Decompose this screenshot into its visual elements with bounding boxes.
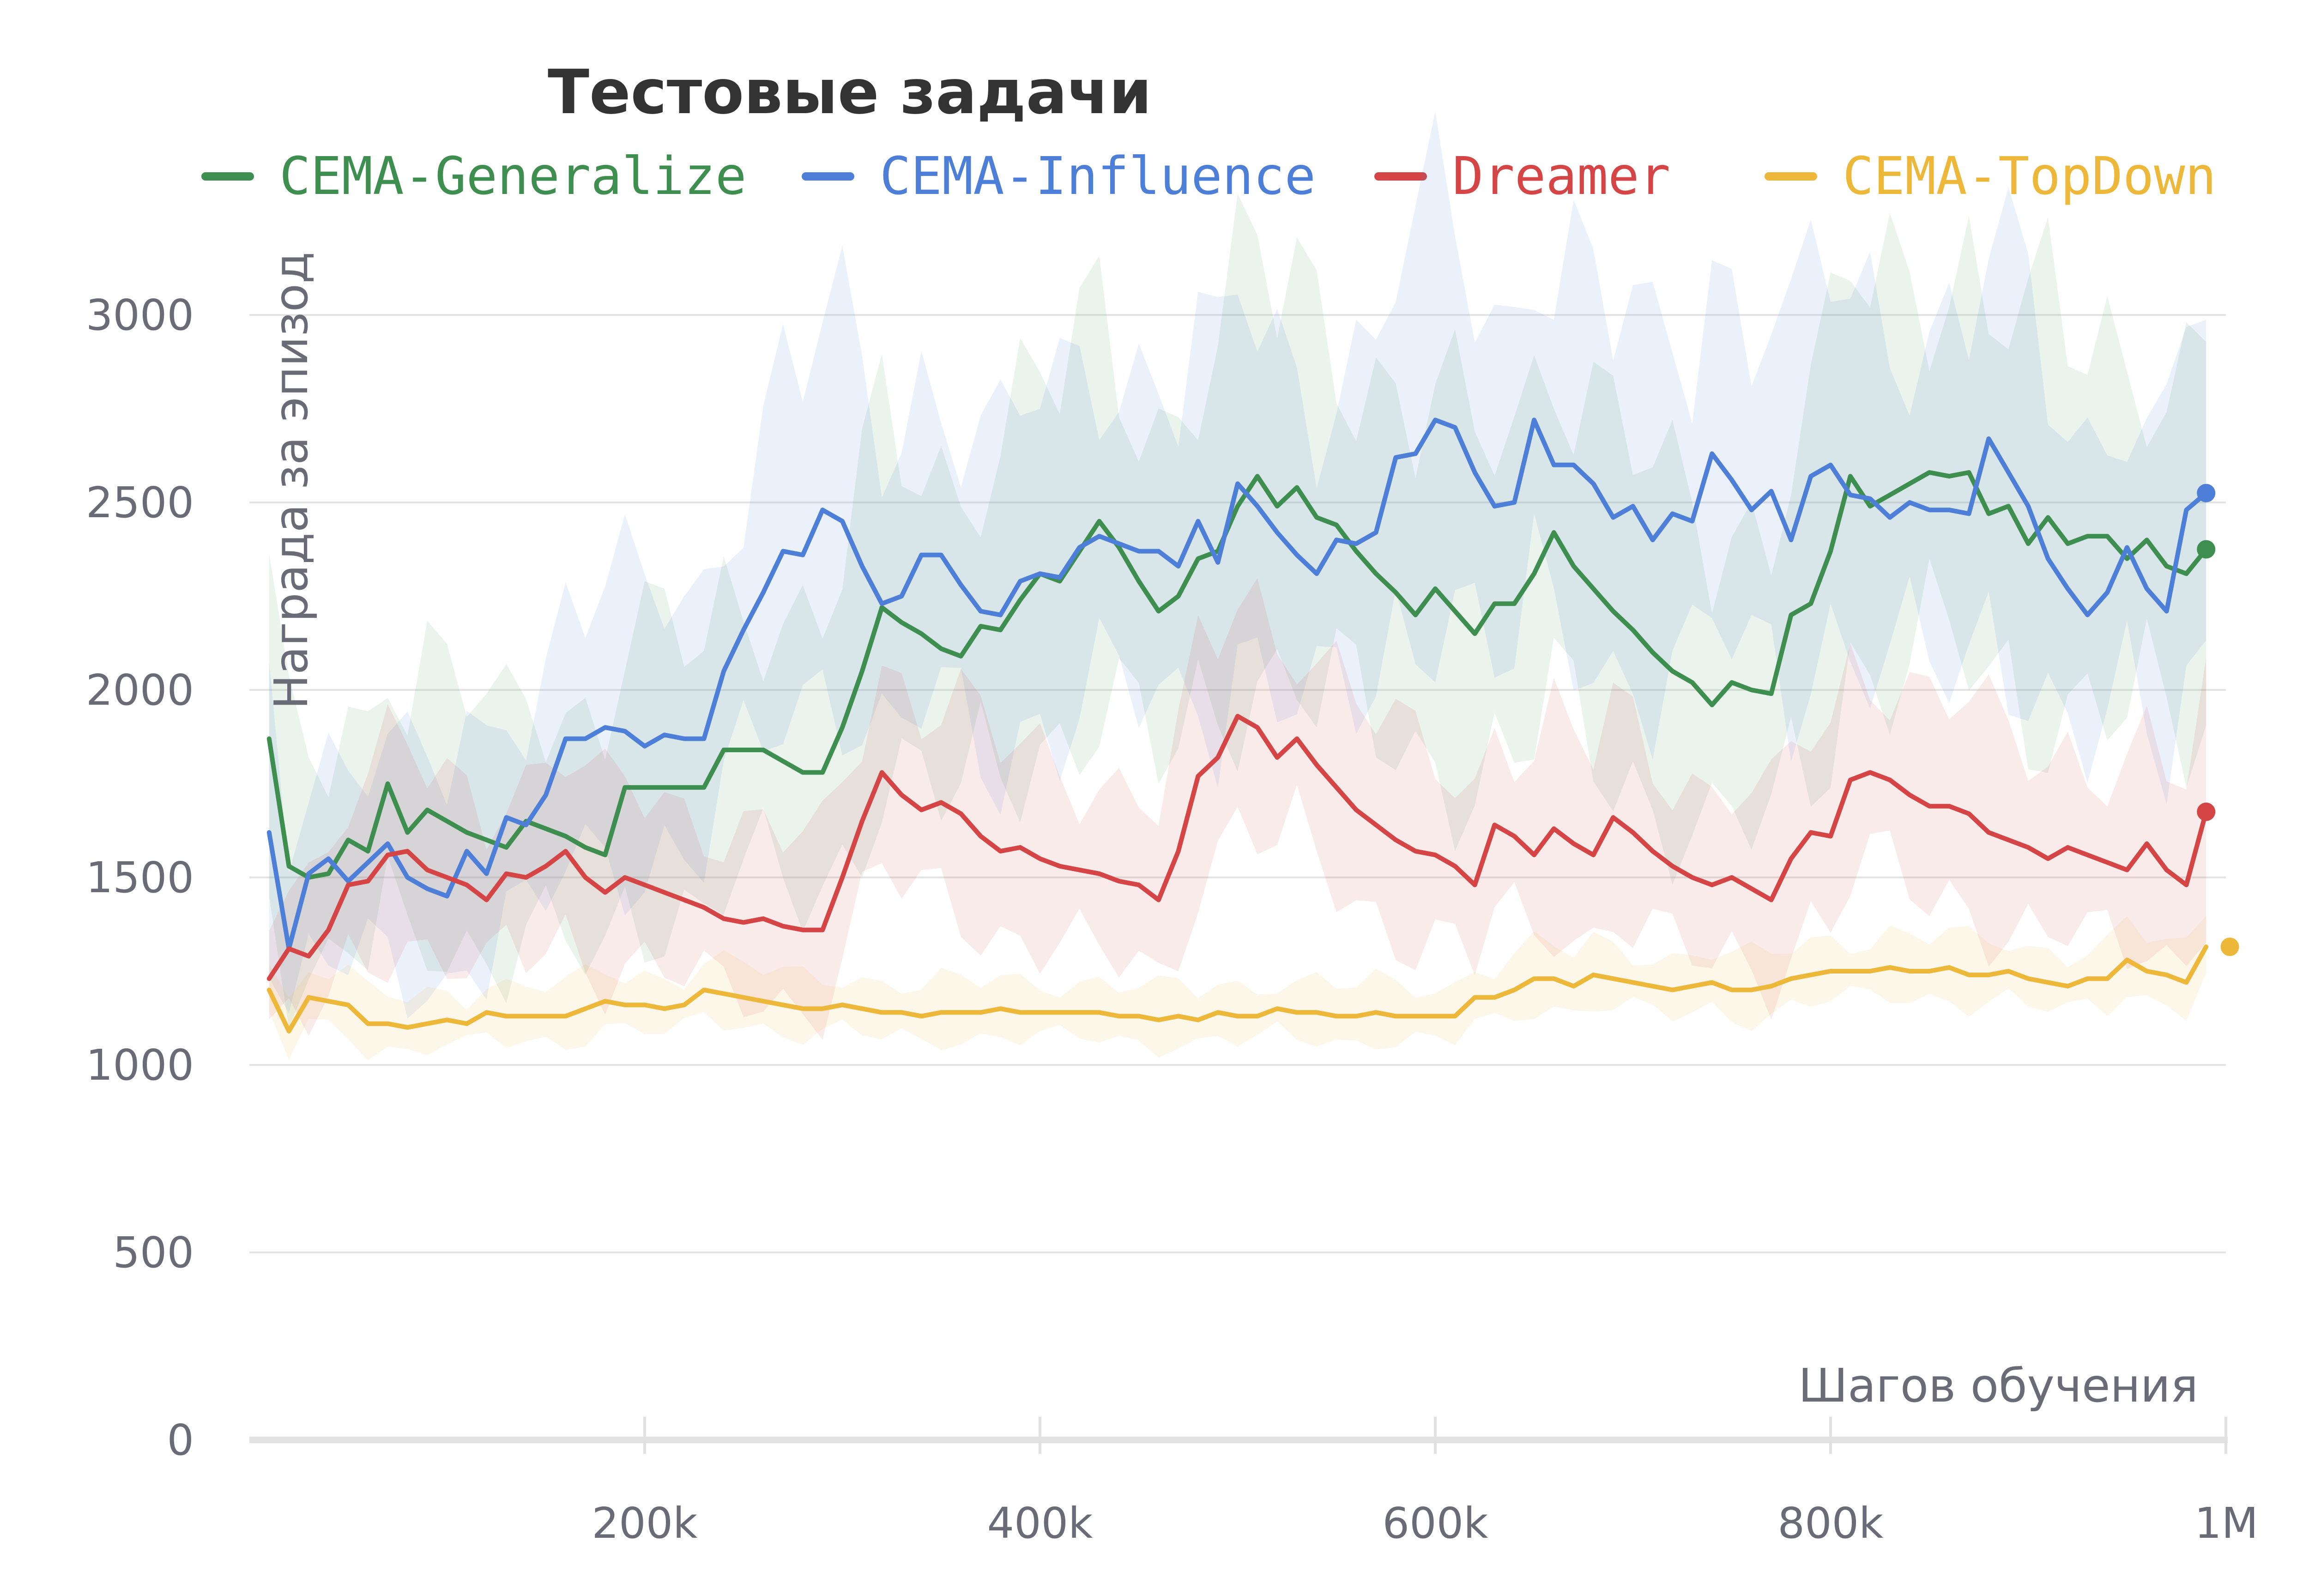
end-marker-cema-topdown: [2220, 937, 2239, 956]
y-tick-label-3000: 3000: [86, 290, 194, 340]
confidence-bands: [269, 111, 2206, 1060]
x-axis-label: Шагов обучения: [1798, 1359, 2198, 1413]
y-tick-label-2000: 2000: [86, 665, 194, 715]
y-tick-label-1500: 1500: [86, 853, 194, 902]
end-marker-dreamer: [2197, 802, 2216, 821]
legend: CEMA-Generalize CEMA-Influence Dreamer CEMA…: [201, 146, 2216, 206]
legend-item-dreamer: Dreamer: [1374, 146, 1670, 206]
y-tick-label-1000: 1000: [86, 1040, 194, 1090]
band-cema-generalize: [269, 193, 2206, 1028]
legend-item-cema-generalize: CEMA-Generalize: [201, 146, 746, 206]
legend-label-cema-generalize: CEMA-Generalize: [279, 146, 746, 206]
legend-label-cema-topdown: CEMA-TopDown: [1843, 146, 2216, 206]
legend-label-dreamer: Dreamer: [1452, 146, 1670, 206]
legend-label-cema-influence: CEMA-Influence: [880, 146, 1316, 206]
band-cema-influence: [269, 111, 2206, 1019]
y-axis-label: Награда за эпизод: [264, 252, 318, 709]
x-tick-label-400k: 400k: [987, 1499, 1094, 1548]
y-tick-label-2500: 2500: [86, 478, 194, 527]
x-tick-label-800k: 800k: [1778, 1499, 1884, 1548]
chart-title: Тестовые задачи: [548, 57, 1152, 128]
y-axis-ticks: 0 500 1000 1500 2000 2500 3000: [86, 290, 194, 1465]
x-tick-label-1M: 1M: [2194, 1499, 2258, 1548]
y-tick-label-0: 0: [167, 1415, 194, 1465]
y-tick-label-500: 500: [113, 1228, 194, 1277]
series-line-cema-generalize: [266, 470, 2209, 880]
end-marker-cema-influence: [2197, 484, 2216, 502]
band-cema-topdown: [269, 916, 2206, 1060]
x-tick-label-200k: 200k: [592, 1499, 698, 1548]
x-axis: 200k 400k 600k 800k 1M: [249, 1417, 2258, 1548]
series-line-dreamer: [266, 713, 2209, 981]
legend-item-cema-influence: CEMA-Influence: [802, 146, 1316, 206]
legend-item-cema-topdown: CEMA-TopDown: [1765, 146, 2216, 206]
series-lines: [266, 417, 2239, 1034]
series-line-cema-influence: [266, 417, 2209, 951]
band-dreamer: [269, 578, 2206, 1040]
end-marker-cema-generalize: [2197, 540, 2216, 559]
x-tick-label-600k: 600k: [1383, 1499, 1489, 1548]
series-line-cema-topdown: [266, 944, 2209, 1034]
